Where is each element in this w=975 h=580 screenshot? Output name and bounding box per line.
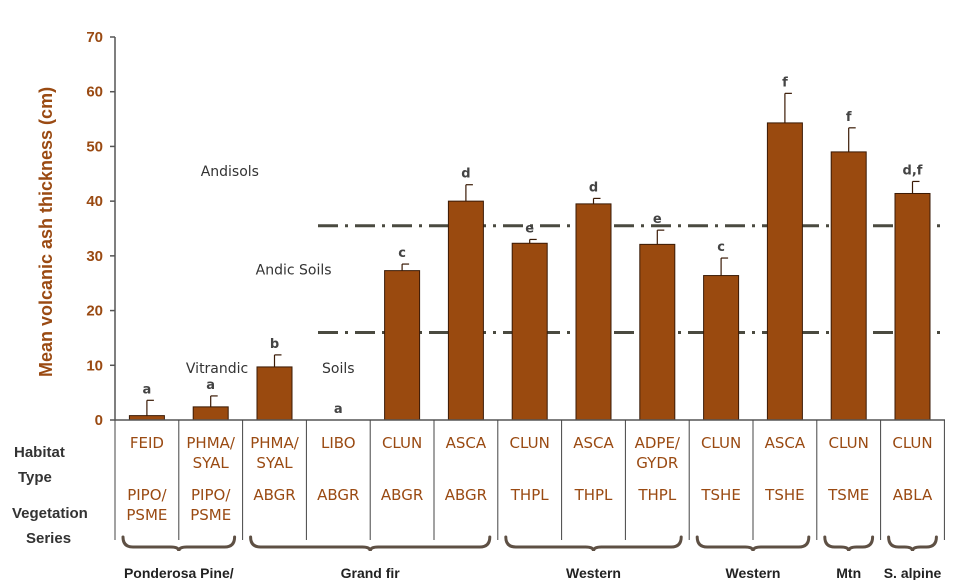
vegetation-row-label: Vegetation — [12, 505, 88, 522]
vegetation-series-label: THPL — [510, 486, 549, 504]
series-group-bracket — [504, 535, 683, 552]
y-tick-label: 40 — [86, 193, 103, 210]
significance-label: f — [782, 75, 788, 90]
habitat-row-label: Habitat — [14, 444, 65, 461]
vegetation-series-label: PSME — [190, 506, 231, 524]
habitat-type-label: ASCA — [573, 434, 614, 452]
series-group-bracket — [695, 535, 811, 552]
y-axis: 0 10 20 30 40 50 60 70 — [86, 29, 945, 429]
bar — [511, 242, 548, 421]
y-tick-label: 50 — [86, 138, 103, 155]
y-axis-label: Mean volcanic ash thickness (cm) — [36, 87, 56, 377]
zone-label: Soils — [322, 361, 355, 377]
habitat-type-label: GYDR — [636, 454, 678, 472]
habitat-type-label: ASCA — [446, 434, 487, 452]
y-tick-label: 60 — [86, 84, 103, 101]
vegetation-series-label: TSHE — [700, 486, 740, 504]
vegetation-row-label: Series — [26, 530, 71, 547]
significance-label: d — [589, 180, 598, 195]
y-tick-label: 70 — [86, 29, 103, 46]
habitat-type-label: CLUN — [510, 434, 550, 452]
vegetation-series-label: TSHE — [764, 486, 804, 504]
series-groups: Ponderosa Pine/Grand fir Western Western Mt… — [121, 535, 942, 580]
vegetation-series-label: ABGR — [317, 486, 359, 504]
habitat-type-label: LIBO — [321, 434, 356, 452]
habitat-type-label: FEID — [130, 434, 164, 452]
y-tick-label: 30 — [86, 248, 103, 265]
zone-label: Vitrandic — [186, 361, 248, 377]
vegetation-series-label: THPL — [637, 486, 676, 504]
habitat-type-label: SYAL — [193, 454, 230, 472]
significance-label: d — [461, 167, 470, 182]
series-group-label: Mtn — [836, 565, 861, 580]
habitat-row-label: Type — [18, 469, 52, 486]
significance-label: c — [398, 246, 406, 261]
significance-label: a — [334, 402, 343, 417]
habitat-type-label: CLUN — [892, 434, 932, 452]
bar — [575, 203, 612, 421]
bar — [766, 122, 803, 421]
significance-label: d,f — [903, 163, 923, 178]
habitat-type-label: SYAL — [256, 454, 293, 472]
significance-label: b — [270, 337, 279, 352]
category-labels: FEID PIPO/PSME PHMA/SYAL PIPO/PSME PHMA/SYAL… — [12, 420, 945, 547]
series-group-label: Western — [566, 565, 621, 580]
bar — [894, 192, 931, 421]
vegetation-series-label: TSME — [827, 486, 869, 504]
vegetation-series-label: PSME — [126, 506, 167, 524]
series-group-label: Ponderosa Pine/ — [124, 565, 234, 580]
zone-labels: Andisols Andic Soils Vitrandic Soils — [186, 164, 355, 377]
bar — [447, 200, 484, 421]
y-tick-label: 20 — [86, 303, 103, 320]
bar — [639, 243, 676, 421]
bar — [256, 366, 293, 421]
habitat-type-label: CLUN — [701, 434, 741, 452]
series-group-label: Grand fir — [341, 565, 401, 580]
significance-label: f — [846, 110, 852, 125]
vegetation-series-label: THPL — [574, 486, 613, 504]
series-group-bracket — [887, 535, 938, 552]
series-group-bracket — [121, 535, 237, 552]
series-group-label: S. alpine — [884, 565, 942, 580]
y-tick-label: 10 — [86, 357, 103, 374]
significance-label: a — [143, 382, 152, 397]
bars: a a b a c d e d e c f f d,f — [128, 75, 931, 421]
y-tick-label: 0 — [95, 412, 103, 429]
vegetation-series-label: ABGR — [381, 486, 423, 504]
zone-label: Andic Soils — [256, 263, 332, 279]
significance-label: c — [717, 240, 725, 255]
series-group-label: Western — [726, 565, 781, 580]
vegetation-series-label: ABLA — [893, 486, 933, 504]
habitat-type-label: PHMA/ — [186, 434, 236, 452]
habitat-type-label: CLUN — [829, 434, 869, 452]
habitat-type-label: ASCA — [765, 434, 806, 452]
vegetation-series-label: ABGR — [445, 486, 487, 504]
bar — [830, 151, 867, 421]
zone-label: Andisols — [201, 164, 259, 180]
habitat-type-label: ADPE/ — [635, 434, 681, 452]
habitat-type-label: CLUN — [382, 434, 422, 452]
significance-label: e — [525, 221, 534, 236]
habitat-type-label: PHMA/ — [250, 434, 300, 452]
bar — [703, 275, 740, 421]
series-group-bracket — [823, 535, 875, 552]
vegetation-series-label: PIPO/ — [191, 486, 231, 504]
bar — [192, 406, 229, 421]
significance-label: e — [653, 212, 662, 227]
vegetation-series-label: ABGR — [253, 486, 295, 504]
significance-label: a — [206, 378, 215, 393]
series-group-bracket — [249, 535, 492, 552]
bar — [384, 270, 421, 421]
vegetation-series-label: PIPO/ — [127, 486, 167, 504]
